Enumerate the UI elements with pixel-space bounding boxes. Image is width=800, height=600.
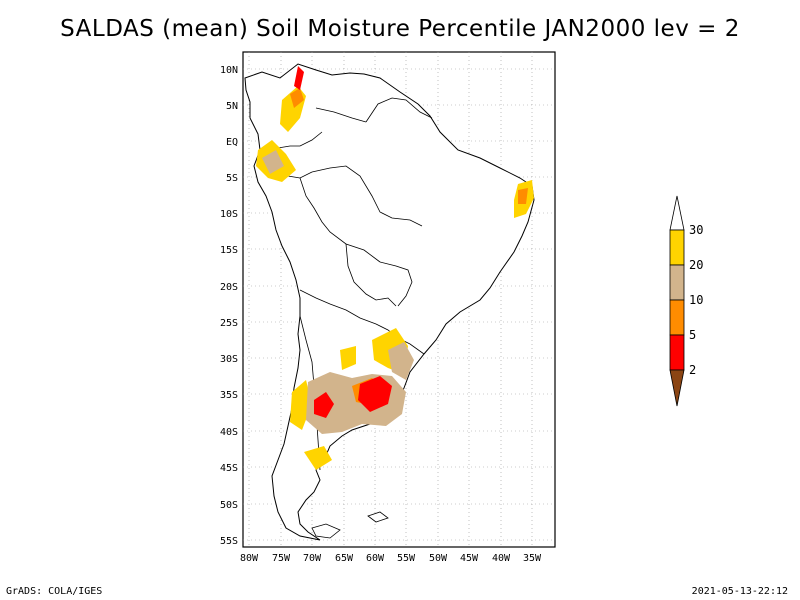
lon-label: 35W (523, 553, 542, 564)
legend-band-above-30 (669, 195, 685, 231)
lat-label: 40S (220, 427, 238, 438)
lon-label: 65W (335, 553, 354, 564)
percentile-2-5-areas (294, 66, 392, 418)
lon-label: 80W (240, 553, 259, 564)
legend-label: 5 (689, 328, 696, 342)
lon-label: 40W (492, 553, 511, 564)
lat-label: 15S (220, 245, 238, 256)
legend-band-2-5 (669, 334, 685, 371)
latitude-labels: 10N 5N EQ 5S 10S 15S 20S 25S 30S 35S 40S… (220, 65, 238, 547)
lat-label: 10S (220, 209, 238, 220)
legend-band-20-30 (669, 229, 685, 266)
legend-label: 20 (689, 258, 703, 272)
legend-band-5-10 (669, 299, 685, 336)
lon-label: 50W (429, 553, 448, 564)
south-america-outline (244, 63, 535, 541)
footer-right: 2021-05-13-22:12 (691, 586, 788, 597)
lat-label: 5N (226, 101, 238, 112)
lon-label: 55W (397, 553, 416, 564)
longitude-labels: 80W 75W 70W 65W 60W 55W 50W 45W 40W 35W (240, 553, 542, 564)
legend-label: 2 (689, 363, 696, 377)
lat-label: 10N (220, 65, 238, 76)
legend-label: 10 (689, 293, 703, 307)
map-frame (242, 51, 556, 548)
lat-label: 30S (220, 354, 238, 365)
lat-label: 35S (220, 390, 238, 401)
lon-label: 75W (272, 553, 291, 564)
lat-label: 50S (220, 500, 238, 511)
lat-label: EQ (226, 137, 238, 148)
color-legend: 30 20 10 5 2 (669, 195, 703, 407)
lon-label: 45W (460, 553, 479, 564)
map-title: SALDAS (mean) Soil Moisture Percentile J… (60, 16, 740, 42)
footer-left: GrADS: COLA/IGES (6, 586, 103, 597)
lat-label: 55S (220, 536, 238, 547)
lat-label: 5S (226, 173, 238, 184)
lat-label: 20S (220, 282, 238, 293)
falkland-islands (367, 511, 389, 523)
legend-band-10-20 (669, 264, 685, 301)
legend-label: 30 (689, 223, 703, 237)
lat-label: 25S (220, 318, 238, 329)
lon-label: 60W (366, 553, 385, 564)
legend-band-below-2 (669, 369, 685, 407)
lat-label: 45S (220, 463, 238, 474)
tierra-del-fuego-island (311, 523, 341, 539)
lon-label: 70W (303, 553, 322, 564)
